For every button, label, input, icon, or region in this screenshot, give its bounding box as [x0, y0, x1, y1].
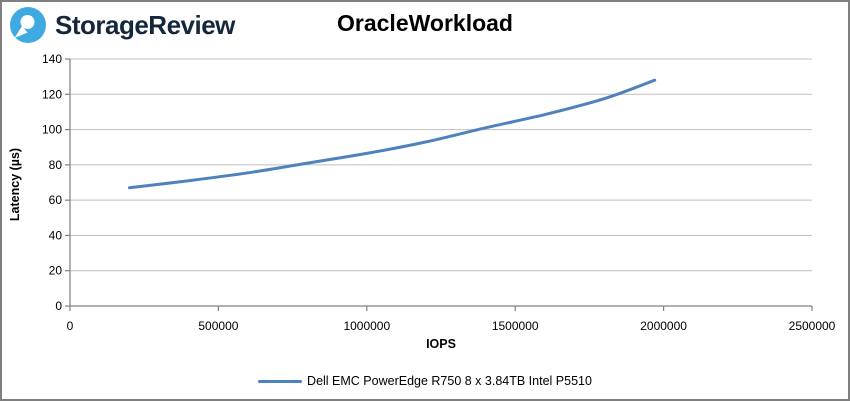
axes [69, 59, 812, 307]
y-tick-label: 140 [42, 52, 62, 66]
x-axis-title: IOPS [426, 337, 456, 351]
x-tick-label: 2500000 [789, 319, 836, 333]
y-tick-label: 100 [42, 123, 62, 137]
x-tick-labels: 0 500000 1000000 1500000 2000000 2500000 [67, 319, 836, 333]
legend-label: Dell EMC PowerEdge R750 8 x 3.84TB Intel… [307, 374, 592, 388]
series-line [127, 78, 657, 190]
legend-line-sample [258, 379, 303, 383]
chart-title: OracleWorkload [337, 10, 513, 36]
x-tick-label: 1500000 [492, 319, 539, 333]
legend: Dell EMC PowerEdge R750 8 x 3.84TB Intel… [2, 374, 848, 388]
y-tick-label: 80 [49, 158, 63, 172]
y-tick-labels: 0 20 40 60 80 100 120 140 [42, 52, 62, 313]
y-tick-label: 20 [49, 264, 63, 278]
y-tick-label: 120 [42, 87, 62, 101]
storagereview-logo: StorageReview [10, 6, 235, 44]
storagereview-logo-icon [10, 7, 46, 43]
y-tick-label: 40 [49, 228, 63, 242]
brand-name: StorageReview [55, 9, 235, 40]
y-tick-label: 0 [55, 299, 62, 313]
gridlines [70, 58, 812, 272]
x-tick-label: 2000000 [640, 319, 687, 333]
x-tick-label: 0 [67, 319, 74, 333]
x-tick-label: 1000000 [343, 319, 390, 333]
y-axis-title: Latency (µs) [8, 148, 22, 221]
x-tick-label: 500000 [198, 319, 238, 333]
tick-marks [65, 58, 813, 311]
y-tick-label: 60 [49, 193, 63, 207]
